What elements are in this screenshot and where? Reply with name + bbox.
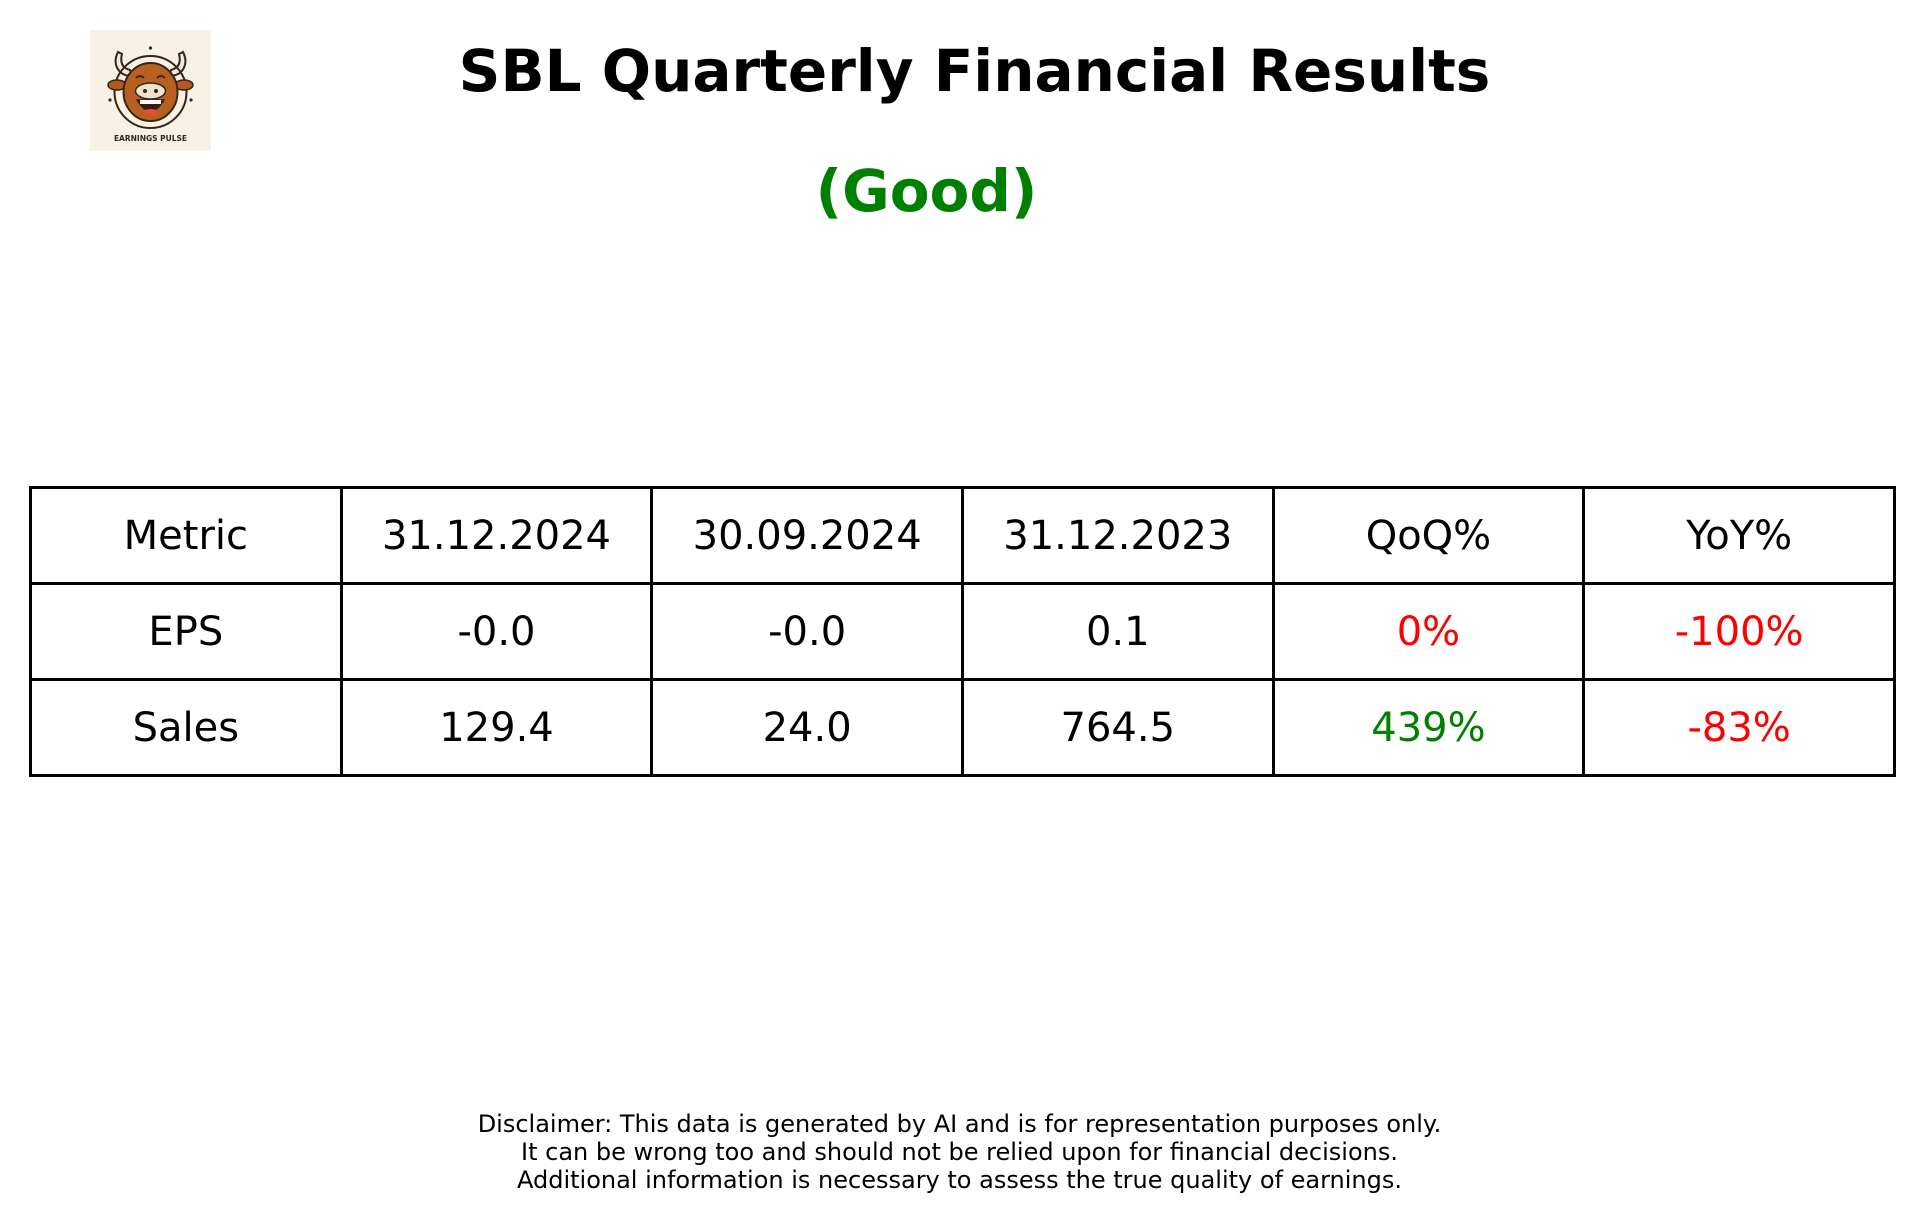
value-cell: 24.0 (650, 678, 964, 777)
value-cell: -0.0 (339, 582, 654, 681)
rating-label: (Good) (815, 157, 1038, 225)
svg-text:EARNINGS PULSE: EARNINGS PULSE (114, 134, 187, 143)
page-title: SBL Quarterly Financial Results (458, 37, 1491, 105)
disclaimer-line: It can be wrong too and should not be re… (521, 1138, 1398, 1166)
value-cell: 129.4 (339, 678, 654, 777)
disclaimer-line: Disclaimer: This data is generated by AI… (477, 1110, 1442, 1138)
column-header: 30.09.2024 (650, 486, 964, 585)
yoy-cell: -83% (1582, 678, 1896, 777)
metric-cell: Sales (29, 678, 343, 777)
qoq-cell: 439% (1271, 678, 1586, 777)
table-row: EPS -0.0 -0.0 0.1 0% -100% (29, 582, 1896, 681)
table-row: Sales 129.4 24.0 764.5 439% -83% (29, 678, 1896, 777)
earnings-pulse-logo: EARNINGS PULSE (90, 30, 211, 151)
column-header: 31.12.2023 (960, 486, 1275, 585)
disclaimer-line: Additional information is necessary to a… (516, 1166, 1402, 1194)
column-header: 31.12.2024 (339, 486, 654, 585)
table-header-row: Metric 31.12.2024 30.09.2024 31.12.2023 … (29, 486, 1896, 585)
bull-mascot-icon: EARNINGS PULSE (107, 46, 194, 143)
results-table: Metric 31.12.2024 30.09.2024 31.12.2023 … (29, 486, 1896, 777)
metric-cell: EPS (29, 582, 343, 681)
column-header: QoQ% (1271, 486, 1586, 585)
value-cell: 764.5 (960, 678, 1275, 777)
yoy-cell: -100% (1582, 582, 1896, 681)
value-cell: 0.1 (960, 582, 1275, 681)
value-cell: -0.0 (650, 582, 964, 681)
disclaimer: Disclaimer: This data is generated by AI… (0, 1110, 1919, 1194)
column-header: Metric (29, 486, 343, 585)
column-header: YoY% (1582, 486, 1896, 585)
qoq-cell: 0% (1271, 582, 1586, 681)
